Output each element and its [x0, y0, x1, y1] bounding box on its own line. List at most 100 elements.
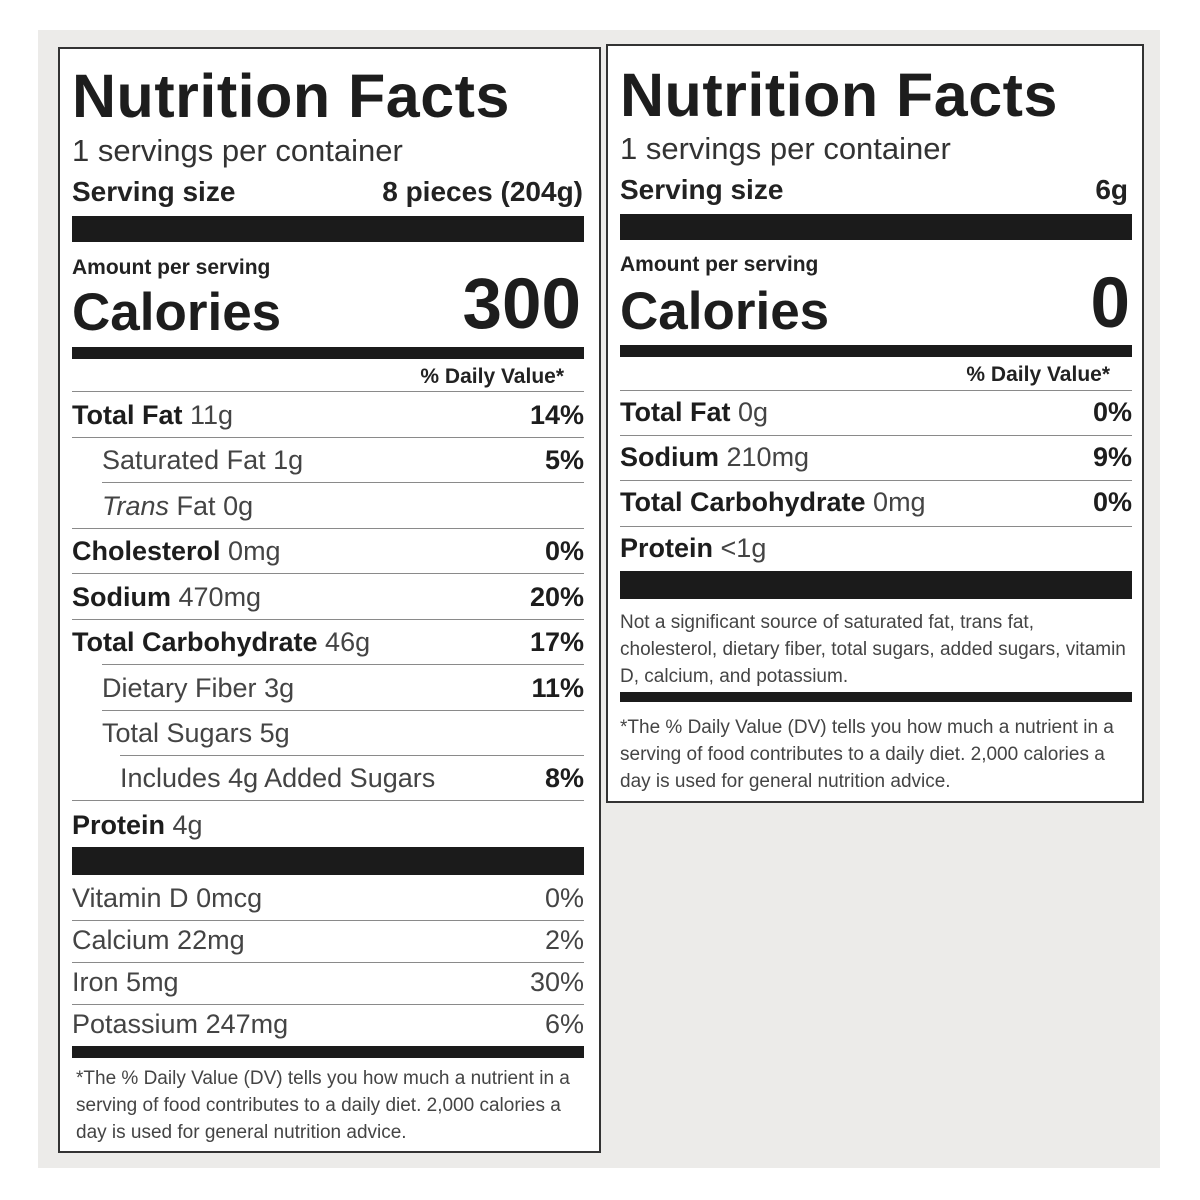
nutrient-amount: 3g — [264, 673, 295, 703]
nutrient-row-total-fat: Total Fat 11g 14% — [72, 402, 584, 432]
daily-value-header: % Daily Value* — [966, 363, 1110, 386]
nutrient-row-sodium: Sodium 210mg 9% — [620, 444, 1132, 474]
nutrient-name: Sodium — [620, 442, 719, 472]
rule — [72, 573, 584, 574]
rule — [72, 391, 584, 392]
vitamin-name: Iron — [72, 967, 119, 997]
thick-divider — [72, 847, 584, 875]
calories-label: Calories — [620, 282, 830, 341]
nutrient-name: Sodium — [72, 582, 171, 612]
nutrient-row-total-sugars: Total Sugars 5g — [102, 720, 584, 750]
nutrient-amount: 0mg — [873, 487, 926, 517]
nutrient-name: Cholesterol — [72, 536, 221, 566]
vitamin-dv: 0% — [544, 883, 584, 913]
nutrient-dv: 0% — [1092, 397, 1132, 427]
rule — [102, 710, 584, 711]
nutrient-name: Total Carbohydrate — [620, 487, 866, 517]
vitamin-row-potassium: Potassium 247mg 6% — [72, 1011, 584, 1041]
vitamin-row-calcium: Calcium 22mg 2% — [72, 927, 584, 957]
rule — [72, 800, 584, 801]
nutrient-dv: 9% — [1092, 442, 1132, 472]
rule — [102, 664, 584, 665]
rule — [72, 920, 584, 921]
nutrient-name-italic: Trans — [102, 491, 170, 521]
nutrient-dv: 8% — [544, 763, 584, 793]
panel-title: Nutrition Facts — [72, 62, 510, 130]
vitamin-amount: 22mg — [177, 925, 245, 955]
nutrient-name: Dietary Fiber — [102, 673, 257, 703]
nutrient-amount: 210mg — [726, 442, 810, 472]
rule — [72, 437, 584, 438]
nutrient-amount: <1g — [720, 533, 767, 563]
nutrient-dv: 11% — [531, 673, 584, 703]
vitamin-row-vitamin-d: Vitamin D 0mcg 0% — [72, 885, 584, 915]
nutrient-row-protein: Protein 4g — [72, 812, 584, 842]
calories-label: Calories — [72, 283, 282, 342]
nutrient-row-trans-fat: Trans Fat 0g — [102, 493, 584, 523]
medium-divider — [620, 345, 1132, 357]
nutrition-facts-panel-right: Nutrition Facts 1 servings per container… — [606, 44, 1144, 803]
nutrient-row-cholesterol: Cholesterol 0mg 0% — [72, 538, 584, 568]
thick-divider — [620, 571, 1132, 599]
calories-value: 0 — [1090, 264, 1131, 343]
nutrient-amount: 11g — [190, 400, 234, 430]
vitamin-name: Calcium — [72, 925, 170, 955]
vitamin-amount: 0mcg — [196, 883, 263, 913]
serving-size-label: Serving size — [72, 176, 236, 207]
nutrient-dv: 0% — [544, 536, 584, 566]
nutrient-name: Total Fat — [620, 397, 731, 427]
nutrient-row-sodium: Sodium 470mg 20% — [72, 584, 584, 614]
nutrient-amount: 1g — [273, 445, 304, 475]
nutrition-facts-panel-left: Nutrition Facts 1 servings per container… — [58, 47, 601, 1153]
nutrient-name: Protein — [620, 533, 714, 563]
nutrient-row-dietary-fiber: Dietary Fiber 3g 11% — [102, 675, 584, 705]
nutrient-name: Total Carbohydrate — [72, 627, 318, 657]
vitamin-name: Vitamin D — [72, 883, 189, 913]
nutrient-dv: 17% — [529, 627, 584, 657]
nutrient-row-saturated-fat: Saturated Fat 1g 5% — [102, 447, 584, 477]
vitamin-amount: 247mg — [205, 1009, 289, 1039]
medium-divider — [72, 1046, 584, 1058]
rule — [72, 528, 584, 529]
rule — [620, 526, 1132, 527]
nutrient-row-total-carbohydrate: Total Carbohydrate 0mg 0% — [620, 489, 1132, 519]
servings-per-container: 1 servings per container — [620, 131, 951, 166]
serving-size-label: Serving size — [620, 174, 784, 205]
medium-divider — [620, 692, 1132, 702]
nutrient-name: Protein — [72, 810, 166, 840]
serving-size-value: 6g — [1095, 174, 1128, 205]
nutrient-dv: 5% — [544, 445, 584, 475]
nutrient-dv: 0% — [1092, 487, 1132, 517]
nutrient-amount: 0g — [223, 491, 254, 521]
nutrient-amount: 470mg — [178, 582, 262, 612]
nutrient-amount: 0g — [738, 397, 769, 427]
vitamin-dv: 6% — [544, 1009, 584, 1039]
nutrient-name: Total Fat — [72, 400, 183, 430]
vitamin-amount: 5mg — [126, 967, 179, 997]
nutrient-amount: 46g — [325, 627, 371, 657]
rule — [72, 1004, 584, 1005]
nutrient-name: Includes 4g Added Sugars — [120, 763, 436, 793]
rule — [72, 619, 584, 620]
servings-per-container: 1 servings per container — [72, 133, 403, 168]
nutrient-row-total-fat: Total Fat 0g 0% — [620, 399, 1132, 429]
not-significant-source-note: Not a significant source of saturated fa… — [620, 612, 1126, 687]
vitamin-dv: 30% — [529, 967, 584, 997]
vitamin-name: Potassium — [72, 1009, 199, 1039]
thick-divider — [72, 216, 584, 242]
rule — [620, 390, 1132, 391]
rule — [72, 962, 584, 963]
nutrient-dv: 14% — [529, 400, 584, 430]
nutrient-dv: 20% — [529, 582, 584, 612]
panel-title: Nutrition Facts — [620, 61, 1058, 129]
rule — [620, 480, 1132, 481]
rule — [102, 482, 584, 483]
daily-value-footnote: *The % Daily Value (DV) tells you how mu… — [76, 1068, 570, 1143]
amount-per-serving: Amount per serving — [72, 256, 271, 279]
rule — [120, 755, 584, 756]
daily-value-footnote: *The % Daily Value (DV) tells you how mu… — [620, 717, 1114, 792]
nutrient-name: Saturated Fat — [102, 445, 266, 475]
nutrient-amount: 0mg — [228, 536, 281, 566]
nutrient-row-total-carbohydrate: Total Carbohydrate 46g 17% — [72, 629, 584, 659]
nutrient-name: Fat — [176, 491, 216, 521]
